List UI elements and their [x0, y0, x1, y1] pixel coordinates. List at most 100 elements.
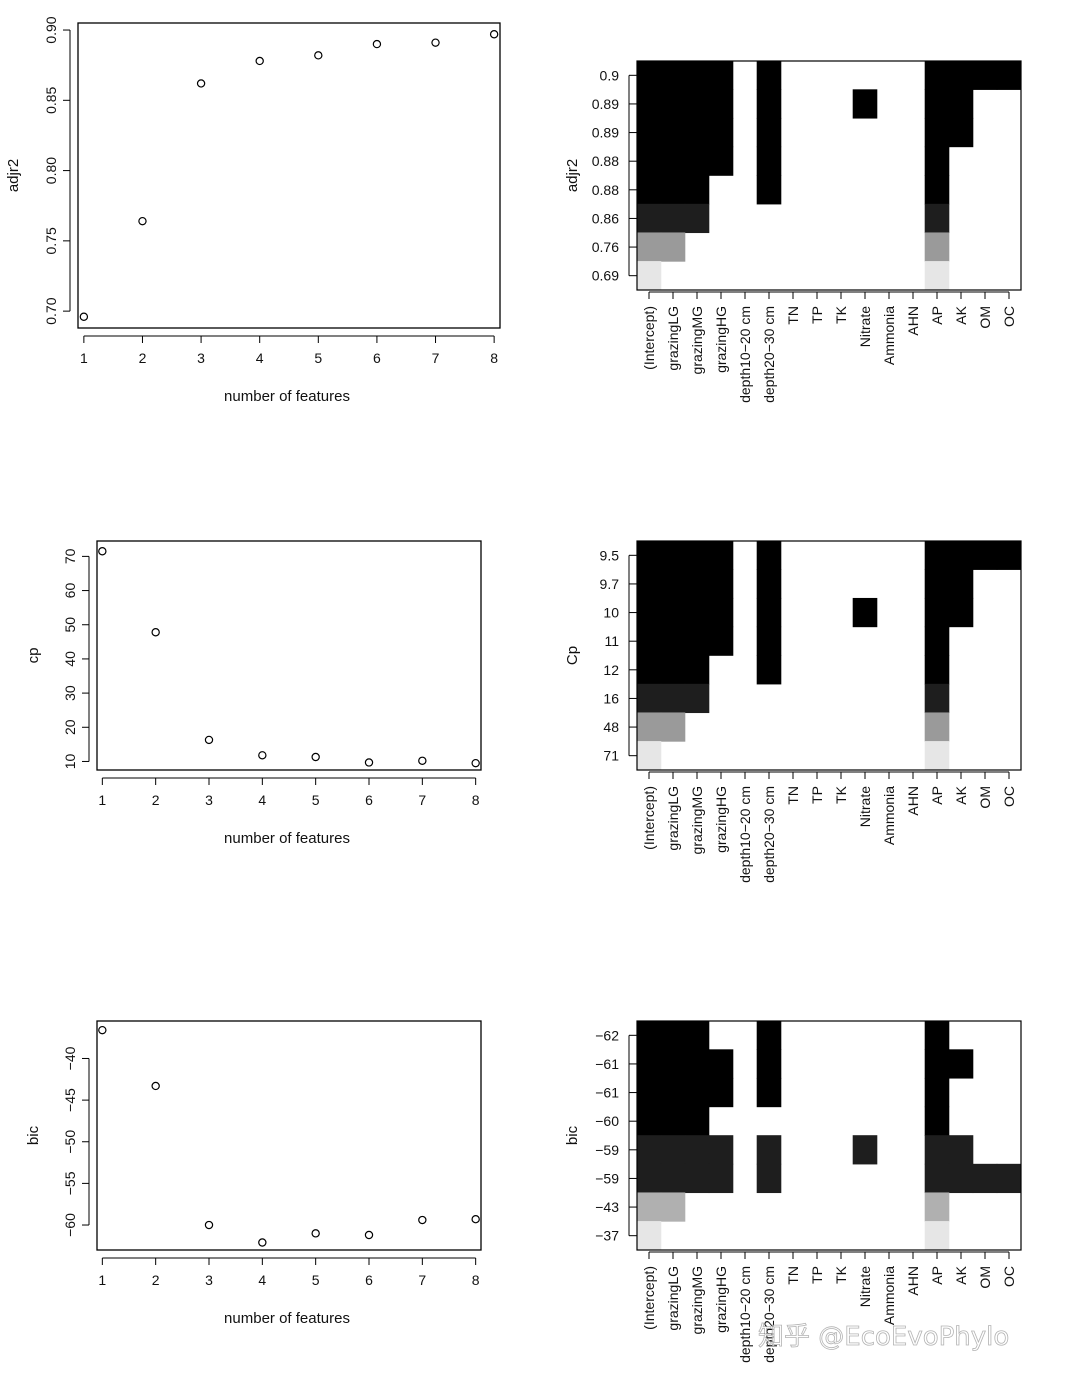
heatmap-cell	[924, 175, 950, 205]
heatmap-cell	[756, 655, 782, 685]
heatmap-cell	[684, 60, 710, 90]
heatmap-cell	[636, 175, 662, 205]
heatmap-cell	[660, 1077, 686, 1108]
data-point	[364, 758, 374, 767]
heatmap-cell	[948, 1135, 974, 1165]
heatmap-cell	[924, 1077, 950, 1108]
column-label: depth10−20 cm	[737, 306, 753, 403]
heatmap-cell	[924, 655, 950, 685]
row-label: −59	[595, 1170, 619, 1186]
heatmap-cell	[756, 146, 782, 176]
heatmap-cell	[756, 117, 782, 148]
row-label: 16	[603, 690, 619, 706]
data-point	[364, 1230, 374, 1240]
x-axis-label: number of features	[224, 1310, 350, 1327]
scatter-panel-cp: 1 2 3 4 5 6 7 8 10 20 30 40 50 60 70 number of features…	[25, 540, 482, 847]
heatmap-cell	[852, 1135, 878, 1165]
x-tick-label: 3	[205, 1272, 213, 1288]
column-label: grazingMG	[689, 786, 705, 854]
heatmap-cell	[660, 540, 686, 570]
heatmap-cell	[756, 569, 782, 599]
heatmap-cell	[636, 626, 662, 656]
heatmap-panel-Cp: 9.5 9.7 10 11 12 16 48 71 (Intercept) grazingLG gr…	[564, 540, 1022, 883]
row-label: 0.76	[592, 239, 619, 255]
heatmap-cell	[948, 117, 974, 148]
x-tick-label: 1	[98, 792, 106, 808]
x-tick-label: 4	[258, 792, 266, 808]
column-label: grazingHG	[713, 1266, 729, 1333]
heatmap-cell	[924, 1049, 950, 1079]
heatmap-cell	[660, 117, 686, 148]
x-tick-label: 5	[314, 350, 322, 366]
heatmap-cell	[660, 655, 686, 685]
scatter-panel-adjr2: 1 2 3 4 5 6 7 8 0.70 0.75 0.80 0.85 0.90 number of fe…	[5, 16, 501, 405]
x-tick-label: 2	[152, 1272, 160, 1288]
heatmap-cell	[684, 1020, 710, 1050]
column-label: (Intercept)	[641, 1266, 657, 1330]
heatmap-cell	[924, 203, 950, 234]
heatmap-cell	[852, 89, 878, 119]
data-point	[258, 1238, 267, 1247]
heatmap-cell	[972, 1163, 998, 1194]
data-point	[138, 216, 147, 226]
y-tick-label: −55	[62, 1171, 78, 1195]
y-tick-label: 20	[62, 719, 78, 735]
heatmap-cell	[924, 1020, 950, 1050]
heatmap-cell	[924, 597, 950, 628]
data-point	[311, 1229, 320, 1238]
plot-frame	[77, 22, 501, 329]
heatmap-cell	[708, 89, 734, 119]
heatmap-cell	[684, 569, 710, 599]
column-label: (Intercept)	[641, 786, 657, 850]
row-label: 9.7	[600, 576, 620, 592]
heatmap-cell	[636, 741, 662, 771]
y-tick-label: 0.70	[43, 297, 59, 324]
heatmap-cell	[756, 1077, 782, 1108]
column-label: depth20−30 cm	[761, 306, 777, 403]
heatmap-cell	[636, 1077, 662, 1108]
heatmap-cell	[636, 1106, 662, 1136]
column-label: TK	[833, 785, 849, 804]
x-tick-label: 5	[312, 1272, 320, 1288]
x-axis-label: number of features	[224, 388, 350, 405]
column-label: OM	[977, 1266, 993, 1289]
column-label: OM	[977, 786, 993, 809]
row-label: 71	[603, 748, 619, 764]
row-label: −61	[595, 1056, 619, 1072]
row-label: 0.69	[592, 268, 619, 284]
column-label: Ammonia	[881, 1266, 897, 1325]
heatmap-cell	[924, 1135, 950, 1165]
data-point	[311, 752, 320, 762]
heatmap-cell	[924, 232, 950, 262]
y-tick-label: 50	[62, 617, 78, 633]
column-label: AK	[953, 305, 969, 324]
y-tick-label: 0.75	[43, 227, 59, 254]
heatmap-cell	[708, 1163, 734, 1194]
column-label: AK	[953, 1265, 969, 1284]
y-tick-label: 30	[62, 685, 78, 701]
heatmap-frame	[636, 1020, 1022, 1251]
column-label: Ammonia	[881, 306, 897, 365]
row-label: 12	[603, 662, 619, 678]
y-axis-label: cp	[25, 648, 42, 664]
heatmap-cell	[756, 1163, 782, 1194]
x-tick-label: 4	[258, 1272, 266, 1288]
heatmap-cell	[660, 597, 686, 628]
heatmap-cell	[684, 1049, 710, 1079]
y-tick-label: −40	[62, 1046, 78, 1070]
column-label: TN	[785, 786, 801, 805]
y-axis-label: adjr2	[564, 159, 581, 192]
x-tick-label: 8	[472, 792, 480, 808]
data-point	[79, 312, 89, 321]
y-tick-label: −45	[62, 1088, 78, 1112]
data-point	[151, 628, 160, 637]
heatmap-cell	[660, 683, 686, 714]
heatmap-cell	[636, 261, 662, 291]
heatmap-cell	[636, 89, 662, 119]
plot-frame	[96, 1020, 482, 1251]
heatmap-cell	[924, 146, 950, 176]
column-label: depth10−20 cm	[737, 1266, 753, 1363]
heatmap-cell	[684, 117, 710, 148]
column-label: OM	[977, 306, 993, 329]
x-tick-label: 2	[139, 350, 147, 366]
